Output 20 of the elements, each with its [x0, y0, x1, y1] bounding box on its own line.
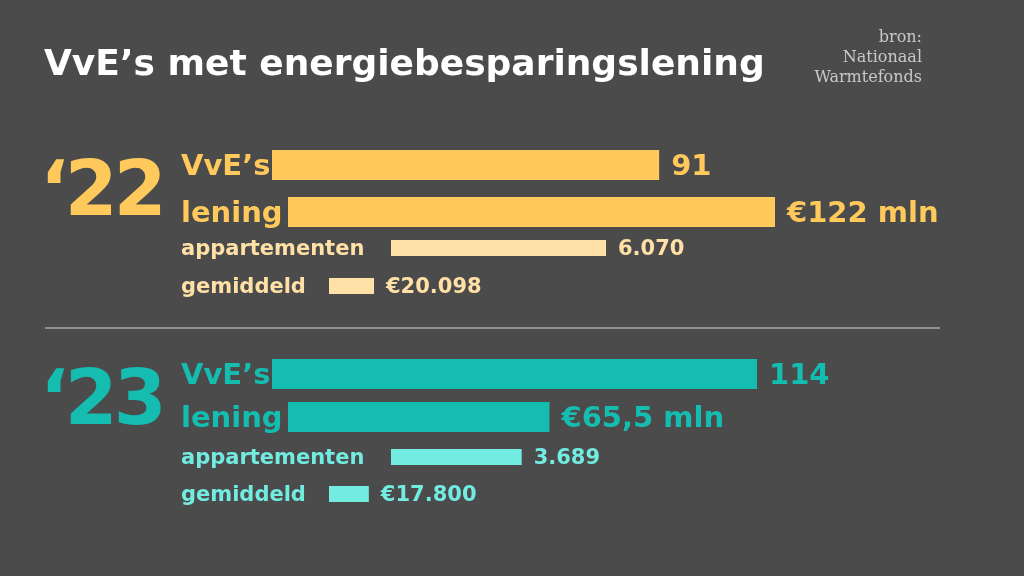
y-tick-label: appartementen: [181, 236, 365, 261]
y-tick-label: lening: [181, 195, 283, 230]
data-label: €65,5 mln: [560, 400, 725, 435]
y-tick-label: VvE’s: [181, 357, 271, 392]
y-tick-label: gemiddeld: [181, 482, 306, 507]
data-label: 6.070: [618, 236, 685, 261]
y-tick-label: VvE’s: [181, 148, 271, 183]
data-label: 114: [769, 357, 830, 392]
y-tick-label: appartementen: [181, 445, 365, 470]
data-label: €122 mln: [786, 195, 939, 230]
data-label: €20.098: [385, 274, 482, 299]
text: ‘22: [40, 144, 163, 233]
data-label: €17.800: [379, 482, 477, 507]
data-label: 91: [671, 148, 712, 183]
y-tick-label: lening: [181, 400, 283, 435]
data-label: 3.689: [533, 445, 601, 470]
chart-title: VvE’s met energiebesparingslening: [44, 42, 765, 83]
chart-subtitle: ‘23: [40, 353, 163, 442]
text: bron: Nationaal Warmtefonds: [814, 27, 922, 86]
y-tick-label: gemiddeld: [181, 274, 306, 299]
